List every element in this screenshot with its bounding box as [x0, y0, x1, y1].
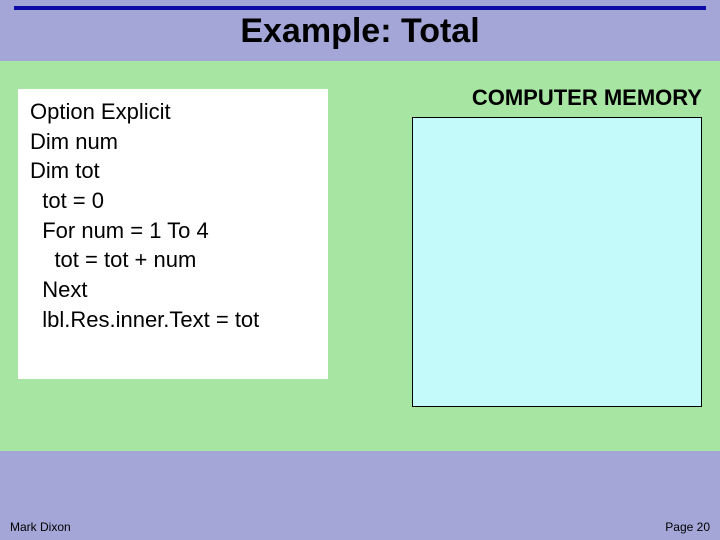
memory-label: COMPUTER MEMORY — [472, 85, 702, 111]
code-line: Dim tot — [30, 156, 318, 186]
code-line: lbl.Res.inner.Text = tot — [30, 305, 318, 335]
memory-area: COMPUTER MEMORY — [346, 89, 702, 433]
footer-author: Mark Dixon — [10, 520, 71, 534]
code-panel: Option Explicit Dim num Dim tot tot = 0 … — [18, 89, 328, 379]
footer: Mark Dixon Page 20 — [0, 520, 720, 540]
code-line: tot = tot + num — [30, 245, 318, 275]
memory-box — [412, 117, 702, 407]
code-line: For num = 1 To 4 — [30, 216, 318, 246]
spacer — [0, 451, 720, 520]
code-line: Dim num — [30, 127, 318, 157]
code-line: Option Explicit — [30, 97, 318, 127]
footer-page: Page 20 — [665, 520, 710, 534]
slide-title: Example: Total — [0, 10, 720, 61]
content-area: Option Explicit Dim num Dim tot tot = 0 … — [0, 61, 720, 451]
code-line: tot = 0 — [30, 186, 318, 216]
code-line: Next — [30, 275, 318, 305]
